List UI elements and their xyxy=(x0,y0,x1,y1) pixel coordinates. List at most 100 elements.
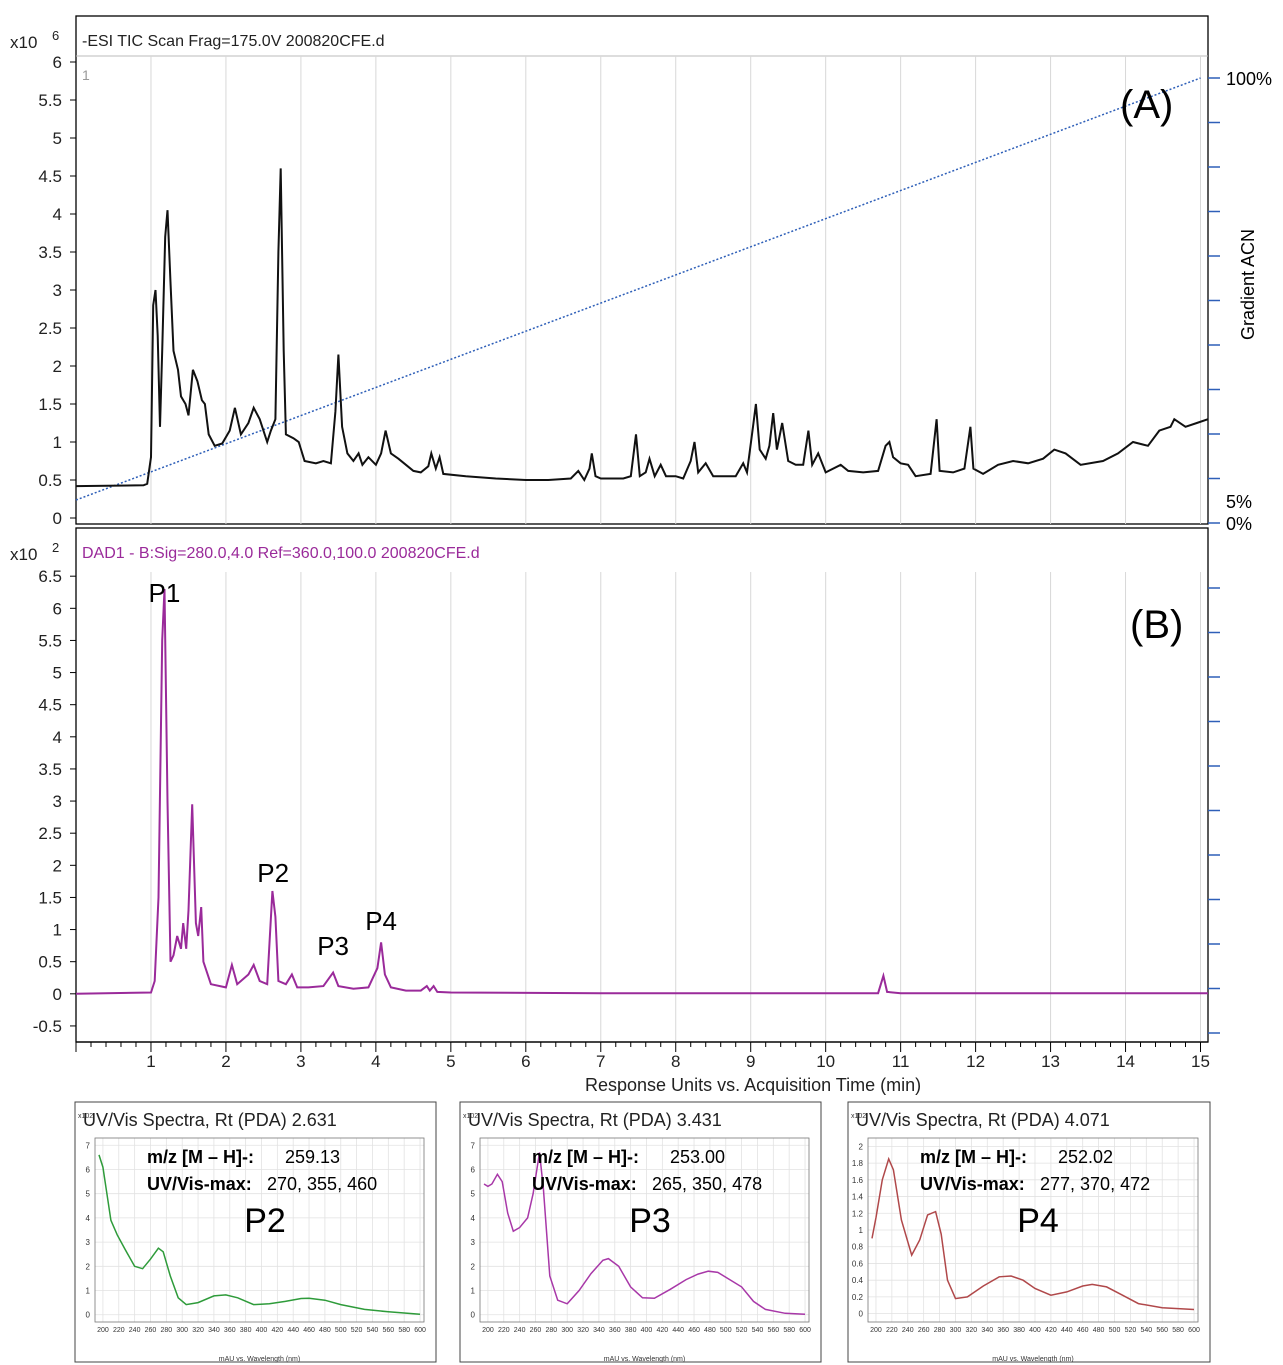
panel-b-y-tick-label: 2 xyxy=(53,856,62,875)
panel-a-y-tick-label: 2.5 xyxy=(38,319,62,338)
spectrum-y-tick-label: 0 xyxy=(471,1311,476,1320)
panel-b-y-tick-label: 2.5 xyxy=(38,824,62,843)
spectrum-title: UV/Vis Spectra, Rt (PDA) 3.431 xyxy=(468,1110,722,1130)
uv-max-value: 270, 355, 460 xyxy=(267,1174,377,1194)
panel-a-y-tick-label: 1 xyxy=(53,433,62,452)
panel-a-title: -ESI TIC Scan Frag=175.0V 200820CFE.d xyxy=(82,33,385,50)
spectrum-x-tick-label: 460 xyxy=(688,1327,700,1334)
spectrum-x-tick-label: 300 xyxy=(176,1327,188,1334)
spectrum-x-axis-title: mAU vs. Wavelength (nm) xyxy=(992,1356,1073,1363)
spectrum-x-tick-label: 540 xyxy=(752,1327,764,1334)
panel-a-y-ticks: 0 0.5 1 1.5 2 2.5 3 3.5 4 4.5 5 5.5 6 xyxy=(38,53,76,528)
spectrum-x-tick-label: 560 xyxy=(382,1327,394,1334)
spectrum-x-tick-label: 580 xyxy=(783,1327,795,1334)
panel-a-gridlines xyxy=(150,56,1202,524)
peak-labels: P1 P2 P3 P4 xyxy=(149,578,397,961)
spectrum-plot-area xyxy=(867,1137,1199,1323)
panel-b-y-ticks: -0.5 0 0.5 1 1.5 2 2.5 3 3.5 4 4.5 5 5.5 6 6.5 xyxy=(33,567,76,1036)
spectrum-y-tick-label: 0 xyxy=(859,1310,864,1319)
x-axis-tick-label: 10 xyxy=(816,1052,835,1071)
spectrum-x-tick-label: 600 xyxy=(799,1327,811,1334)
panel-a-scale-exp: 6 xyxy=(52,28,59,43)
spectrum-x-tick-label: 420 xyxy=(271,1327,283,1334)
peak-label-p4: P4 xyxy=(365,906,397,936)
spectrum-x-tick-label: 320 xyxy=(192,1327,204,1334)
spectrum-y-tick-label: 1 xyxy=(86,1287,91,1296)
spectrum-x-tick-label: 200 xyxy=(482,1327,494,1334)
spectrum-scale-label: x102 xyxy=(851,1113,866,1120)
spectrum-x-tick-label: 520 xyxy=(1125,1327,1137,1334)
spectrum-scale-label: x102 xyxy=(463,1113,478,1120)
right-axis-title: Gradient ACN xyxy=(1238,229,1258,340)
spectrum-trace xyxy=(871,1156,1195,1311)
spectrum-peak-label: P2 xyxy=(244,1202,286,1240)
spectrum-x-tick-label: 480 xyxy=(704,1327,716,1334)
panel-b-y-tick-label: 0 xyxy=(53,985,62,1004)
panel-b: -0.5 0 0.5 1 1.5 2 2.5 3 3.5 4 4.5 5 5.5 6 6.5 DAD1 - … xyxy=(10,527,1220,1095)
panel-a-y-tick-label: 0 xyxy=(53,509,62,528)
spectrum-y-tick-label: 2 xyxy=(86,1262,91,1271)
spectrum-x-tick-label: 400 xyxy=(256,1327,268,1334)
spectrum-x-tick-label: 400 xyxy=(641,1327,653,1334)
spectrum-x-tick-label: 380 xyxy=(240,1327,252,1334)
dad-trace xyxy=(75,588,1208,995)
spectrum-x-tick-label: 340 xyxy=(981,1327,993,1334)
spectrum-x-axis-title: mAU vs. Wavelength (nm) xyxy=(604,1356,685,1363)
spectrum-panel-p4: UV/Vis Spectra, Rt (PDA) 4.071 200 220 240 2… xyxy=(847,1101,1211,1363)
spectrum-y-tick-label: 0.8 xyxy=(852,1243,864,1252)
mz-value: 252.02 xyxy=(1058,1147,1113,1167)
spectrum-x-tick-label: 540 xyxy=(367,1327,379,1334)
spectrum-x-tick-label: 200 xyxy=(870,1327,882,1334)
panel-a-y-tick-label: 3.5 xyxy=(38,243,62,262)
panel-b-right-ticks xyxy=(1208,587,1220,1034)
spectrum-x-tick-label: 340 xyxy=(208,1327,220,1334)
panel-b-y-tick-label: 6.5 xyxy=(38,567,62,586)
spectrum-y-tick-label: 6 xyxy=(86,1165,91,1174)
spectrum-peak-label: P3 xyxy=(629,1202,671,1240)
spectrum-title: UV/Vis Spectra, Rt (PDA) 2.631 xyxy=(83,1110,337,1130)
right-axis-5-label: 5% xyxy=(1226,492,1252,512)
right-axis-0-label: 0% xyxy=(1226,514,1252,534)
panel-b-scale-label: x10 xyxy=(10,545,37,564)
panel-b-y-tick-label: 5.5 xyxy=(38,631,62,650)
panel-a-y-tick-label: 0.5 xyxy=(38,471,62,490)
panel-b-y-tick-label: 4.5 xyxy=(38,696,62,715)
spectrum-x-tick-label: 420 xyxy=(656,1327,668,1334)
peak-label-p2: P2 xyxy=(257,858,289,888)
spectrum-x-tick-label: 260 xyxy=(530,1327,542,1334)
x-axis-tick-label: 5 xyxy=(446,1052,455,1071)
panel-b-y-tick-label: 4 xyxy=(53,728,62,747)
spectrum-y-tick-label: 1.4 xyxy=(852,1193,864,1202)
mz-label: m/z [M – H]-: xyxy=(147,1147,254,1167)
x-axis-tick-label: 3 xyxy=(296,1052,305,1071)
uv-max-value: 277, 370, 472 xyxy=(1040,1174,1150,1194)
spectrum-y-tick-label: 4 xyxy=(86,1214,91,1223)
x-axis-tick-label: 1 xyxy=(146,1052,155,1071)
spectrum-y-tick-label: 0 xyxy=(86,1311,91,1320)
x-axis-tick-label: 2 xyxy=(221,1052,230,1071)
spectrum-y-tick-label: 1.2 xyxy=(852,1209,864,1218)
spectrum-y-tick-label: 4 xyxy=(471,1214,476,1223)
spectrum-x-tick-label: 300 xyxy=(950,1327,962,1334)
spectrum-y-tick-label: 7 xyxy=(86,1141,91,1150)
mz-value: 259.13 xyxy=(285,1147,340,1167)
x-axis-tick-label: 15 xyxy=(1191,1052,1210,1071)
spectrum-x-tick-label: 360 xyxy=(224,1327,236,1334)
spectrum-x-tick-label: 480 xyxy=(1093,1327,1105,1334)
spectrum-x-tick-label: 520 xyxy=(736,1327,748,1334)
panel-b-scale-exp: 2 xyxy=(52,540,59,555)
panel-b-y-tick-label: 6 xyxy=(53,599,62,618)
panel-a-scale-label: x10 xyxy=(10,33,37,52)
spectrum-x-tick-label: 500 xyxy=(335,1327,347,1334)
spectrum-x-tick-label: 200 xyxy=(97,1327,109,1334)
spectrum-x-tick-label: 280 xyxy=(934,1327,946,1334)
mz-label: m/z [M – H]-: xyxy=(920,1147,1027,1167)
spectrum-y-tick-label: 5 xyxy=(471,1190,476,1199)
spectrum-y-tick-label: 2 xyxy=(471,1262,476,1271)
spectrum-x-tick-label: 580 xyxy=(1172,1327,1184,1334)
spectrum-x-tick-label: 220 xyxy=(113,1327,125,1334)
panel-b-y-tick-label: 3 xyxy=(53,792,62,811)
x-axis-tick-label: 6 xyxy=(521,1052,530,1071)
